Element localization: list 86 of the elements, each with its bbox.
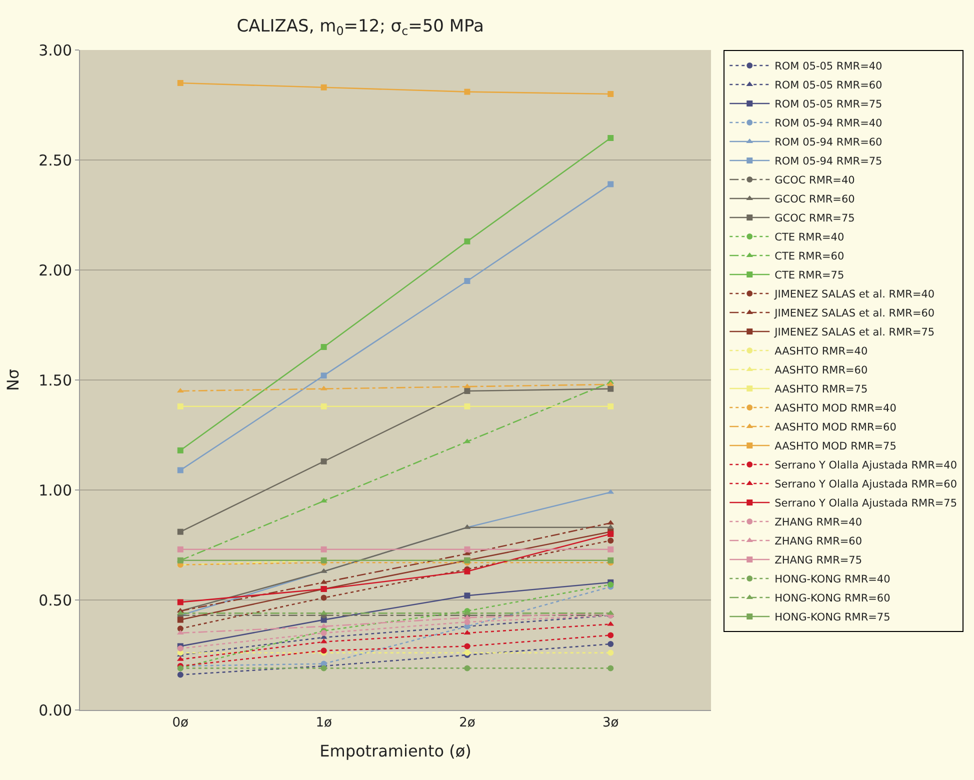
point	[608, 538, 614, 544]
point	[320, 344, 327, 350]
point	[177, 528, 184, 535]
legend-label: JIMENEZ SALAS et al. RMR=60	[774, 308, 935, 320]
point	[608, 632, 614, 638]
legend-label: AASHTO RMR=40	[774, 346, 868, 358]
point	[320, 372, 327, 379]
legend-label: AASHTO RMR=75	[774, 384, 868, 396]
legend-label: GCOC RMR=75	[774, 212, 855, 225]
point	[320, 403, 327, 410]
point	[608, 91, 614, 97]
legend-label: JIMENEZ SALAS et al. RMR=40	[774, 288, 935, 301]
point	[608, 403, 614, 410]
legend-label: CTE RMR=75	[774, 270, 844, 282]
point	[320, 594, 327, 601]
y-tick-label: 1.50	[38, 371, 72, 390]
legend-label: ZHANG RMR=60	[774, 536, 862, 548]
point	[608, 181, 614, 188]
point	[320, 630, 327, 636]
point	[177, 672, 184, 678]
point	[177, 546, 184, 552]
point	[177, 626, 184, 632]
point	[464, 278, 470, 284]
y-tick-label: 2.50	[38, 151, 72, 170]
legend-label: HONG-KONG RMR=75	[774, 612, 890, 624]
y-tick-label: 0.00	[38, 701, 72, 720]
point	[608, 531, 614, 537]
point	[177, 80, 184, 86]
chart-title: CALIZAS, m$_{0}$=12; σ$_{c}$=50 MPa	[236, 16, 484, 38]
legend-label: ROM 05-94 RMR=75	[774, 156, 882, 168]
y-axis-title: Nσ	[3, 368, 22, 392]
y-tick-label: 2.00	[38, 261, 72, 280]
point	[464, 650, 470, 656]
point	[464, 592, 470, 599]
legend-label: Serrano Y Olalla Ajustada RMR=75	[774, 498, 958, 510]
legend-label: Serrano Y Olalla Ajustada RMR=60	[774, 478, 958, 491]
x-tick-label: 0ø	[172, 716, 189, 731]
y-tick-label: 1.00	[38, 481, 72, 500]
point	[464, 643, 470, 650]
point	[177, 403, 184, 410]
point	[608, 135, 614, 141]
legend-label: CTE RMR=60	[774, 250, 844, 263]
point	[177, 467, 184, 474]
legend-label: AASHTO MOD RMR=40	[774, 402, 896, 415]
point	[320, 665, 327, 672]
x-axis-title: Empotramiento (ø)	[320, 741, 472, 760]
point	[464, 546, 470, 552]
legend-label: ROM 05-05 RMR=75	[774, 98, 882, 111]
point	[608, 641, 614, 647]
legend-label: AASHTO MOD RMR=60	[774, 422, 896, 434]
x-tick-label: 2ø	[459, 716, 476, 731]
point	[320, 458, 327, 464]
legend-label: ROM 05-05 RMR=40	[774, 60, 882, 73]
point	[464, 619, 470, 625]
legend-label: CTE RMR=40	[774, 232, 844, 244]
point	[464, 403, 470, 410]
legend-label: ROM 05-94 RMR=40	[774, 118, 882, 130]
legend-label: Serrano Y Olalla Ajustada RMR=40	[774, 460, 958, 472]
x-tick-label: 3ø	[602, 716, 619, 731]
legend-label: AASHTO RMR=60	[774, 364, 868, 377]
point	[608, 650, 614, 656]
legend-label: ZHANG RMR=40	[774, 516, 862, 529]
x-tick-label: 1ø	[316, 716, 332, 731]
point	[608, 386, 614, 392]
legend-label: ROM 05-94 RMR=60	[774, 136, 882, 149]
legend-label: AASHTO MOD RMR=75	[774, 440, 896, 453]
point	[320, 546, 327, 552]
legend-label: HONG-KONG RMR=60	[774, 592, 890, 605]
legend-label: ZHANG RMR=75	[774, 554, 862, 567]
point	[608, 665, 614, 672]
point	[177, 447, 184, 454]
point	[464, 238, 470, 244]
point	[608, 546, 614, 552]
y-tick-label: 0.50	[38, 591, 72, 610]
legend-label: GCOC RMR=60	[774, 194, 855, 206]
point	[464, 665, 470, 672]
point	[464, 388, 470, 394]
legend-label: ROM 05-05 RMR=60	[774, 80, 882, 92]
point	[320, 84, 327, 90]
point	[177, 616, 184, 623]
legend-label: GCOC RMR=40	[774, 174, 855, 187]
y-tick-label: 3.00	[38, 41, 72, 60]
point	[464, 88, 470, 95]
legend-label: JIMENEZ SALAS et al. RMR=75	[774, 326, 935, 339]
point	[177, 599, 184, 606]
legend-label: HONG-KONG RMR=40	[774, 574, 890, 586]
